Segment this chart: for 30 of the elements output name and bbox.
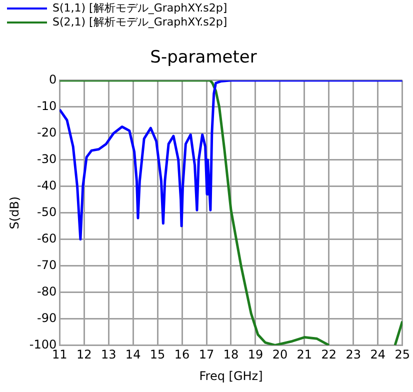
x-tick-label: 23 (346, 348, 362, 362)
legend-label: S(2,1) [解析モデル_GraphXY.s2p] (52, 15, 228, 28)
x-tick-label: 24 (370, 348, 386, 362)
x-tick-label: 14 (125, 348, 141, 362)
y-tick-label: 0 (48, 72, 57, 87)
chart-title: S-parameter (150, 48, 257, 68)
y-tick-label: -90 (37, 310, 57, 325)
x-tick-label: 11 (52, 348, 68, 362)
x-tick-label: 22 (321, 348, 337, 362)
x-tick-label: 12 (76, 348, 92, 362)
y-tick-label: -40 (37, 178, 57, 192)
y-tick-label: -70 (37, 258, 57, 272)
x-tick-label: 15 (150, 348, 166, 362)
x-tick-label: 20 (272, 348, 288, 362)
x-axis-title: Freq [GHz] (199, 368, 263, 383)
x-tick-label: 13 (100, 348, 116, 362)
legend-label: S(1,1) [解析モデル_GraphXY.s2p] (52, 1, 228, 14)
y-tick-label: -30 (37, 152, 57, 166)
y-tick-label: -60 (37, 231, 57, 246)
x-tick-label: 21 (296, 348, 312, 362)
y-tick-label: -10 (37, 99, 57, 114)
y-axis-title: S(dB) (7, 196, 22, 230)
x-tick-label: 19 (248, 348, 264, 362)
y-tick-label: -80 (37, 284, 57, 298)
y-tick-label: -50 (37, 204, 57, 219)
x-tick-label: 18 (223, 348, 239, 362)
y-tick-label: -20 (37, 125, 57, 140)
x-tick-label: 16 (174, 348, 190, 362)
x-tick-label: 17 (198, 348, 214, 362)
x-tick-label: 25 (394, 348, 410, 362)
